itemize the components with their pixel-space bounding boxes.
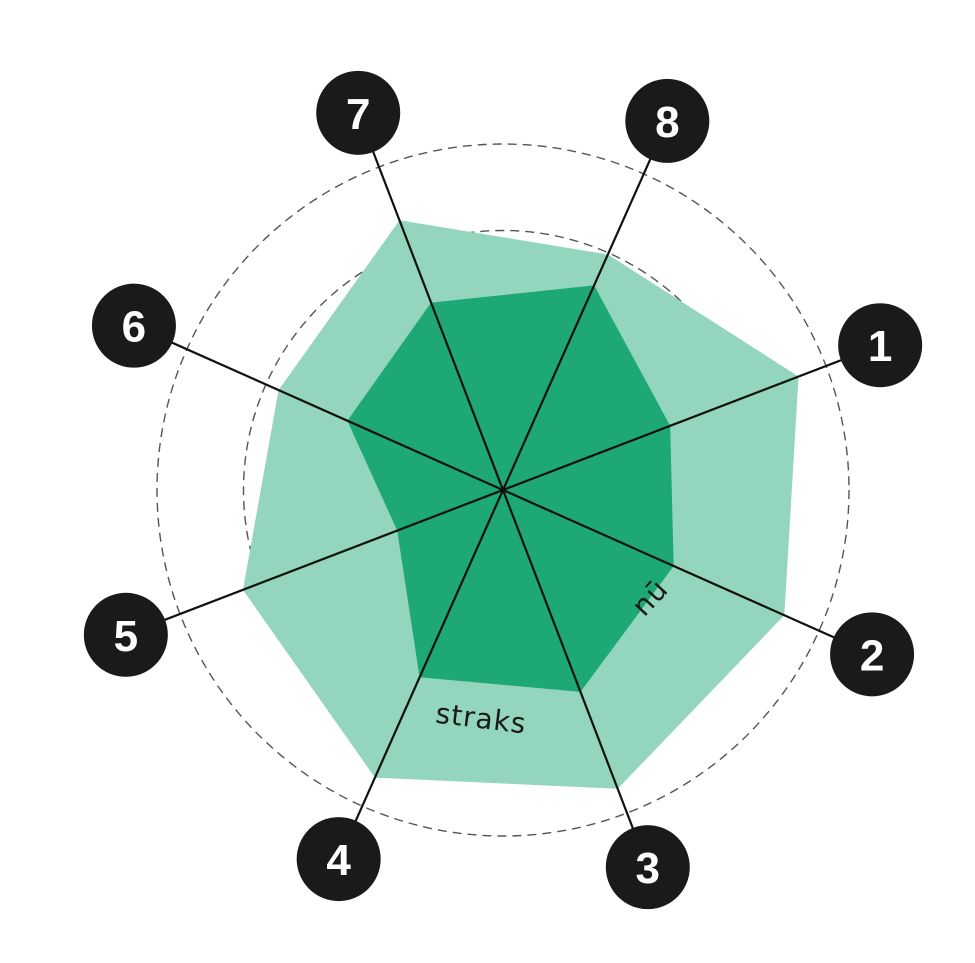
axis-badges: 1 2 3 4 5 6 7 8 <box>83 70 923 910</box>
axis-label-6: 6 <box>122 303 146 352</box>
series-nu-area <box>347 285 674 692</box>
axis-badge-8: 8 <box>625 78 710 163</box>
axis-badge-5: 5 <box>83 592 168 677</box>
axis-badge-circle <box>91 283 176 368</box>
axis-badge-1: 1 <box>838 303 923 388</box>
axis-badge-4: 4 <box>296 817 381 902</box>
axis-label-8: 8 <box>655 98 679 147</box>
axis-label-4: 4 <box>326 836 351 885</box>
axis-label-7: 7 <box>346 90 370 139</box>
axis-badge-circle <box>296 817 381 902</box>
axis-label-2: 2 <box>860 631 884 680</box>
axis-label-5: 5 <box>114 612 138 661</box>
axis-badge-circle <box>838 303 923 388</box>
axis-badge-7: 7 <box>316 70 401 155</box>
axis-lines <box>140 127 866 853</box>
axis-badge-circle <box>83 592 168 677</box>
axis-badge-circle <box>316 70 401 155</box>
axis-badge-3: 3 <box>605 825 690 910</box>
axis-line-4-8 <box>344 135 662 845</box>
axis-badge-circle <box>830 612 915 697</box>
axis-label-3: 3 <box>636 844 660 893</box>
axis-badge-circle <box>625 78 710 163</box>
axis-badge-6: 6 <box>91 283 176 368</box>
axis-badge-2: 2 <box>830 612 915 697</box>
axis-badge-circle <box>605 825 690 910</box>
axis-label-1: 1 <box>868 322 892 371</box>
grid-ring-4 <box>156 143 850 837</box>
